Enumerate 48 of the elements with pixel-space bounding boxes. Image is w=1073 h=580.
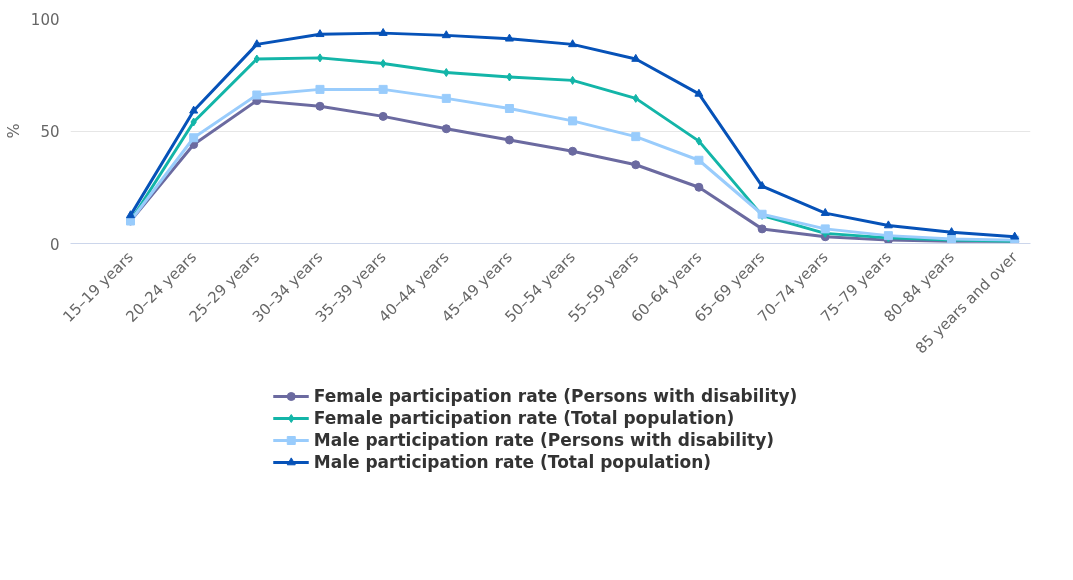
point bbox=[441, 93, 451, 103]
legend-label: Female participation rate (Persons with disability) bbox=[313, 385, 798, 406]
point bbox=[506, 72, 513, 82]
point bbox=[443, 68, 450, 77]
point bbox=[441, 124, 451, 134]
point bbox=[189, 105, 199, 114]
point bbox=[252, 39, 262, 48]
point bbox=[947, 227, 957, 236]
point bbox=[189, 133, 199, 143]
point bbox=[316, 53, 324, 63]
point bbox=[820, 224, 830, 234]
point bbox=[569, 75, 576, 85]
y-axis-title: % bbox=[3, 123, 23, 139]
point bbox=[820, 208, 830, 216]
point bbox=[378, 28, 388, 36]
point bbox=[253, 54, 260, 64]
point bbox=[568, 146, 578, 156]
point bbox=[694, 182, 704, 192]
point bbox=[694, 155, 704, 165]
point bbox=[631, 132, 641, 142]
point bbox=[126, 210, 135, 219]
point bbox=[883, 220, 893, 229]
point bbox=[504, 33, 514, 42]
point bbox=[694, 88, 704, 97]
legend-label: Female participation rate (Total population) bbox=[313, 407, 735, 428]
point bbox=[315, 84, 325, 94]
point bbox=[757, 224, 767, 234]
point bbox=[379, 59, 387, 68]
point bbox=[315, 29, 325, 38]
point bbox=[504, 135, 514, 145]
point bbox=[378, 84, 388, 94]
point bbox=[504, 104, 514, 113]
point bbox=[568, 116, 578, 126]
point bbox=[568, 39, 578, 48]
legend-label: Male participation rate (Total population) bbox=[313, 451, 712, 472]
point bbox=[315, 101, 325, 111]
point bbox=[190, 117, 197, 127]
y-tick-label: 0 bbox=[49, 235, 60, 254]
point bbox=[441, 30, 451, 39]
point bbox=[252, 90, 262, 100]
y-tick-label: 100 bbox=[30, 10, 60, 29]
point bbox=[631, 53, 641, 62]
y-tick-label: 50 bbox=[40, 123, 60, 141]
point bbox=[631, 160, 641, 170]
point bbox=[632, 93, 639, 103]
legend-label: Male participation rate (Persons with disability) bbox=[313, 429, 774, 450]
point bbox=[695, 136, 703, 146]
point bbox=[378, 111, 388, 121]
